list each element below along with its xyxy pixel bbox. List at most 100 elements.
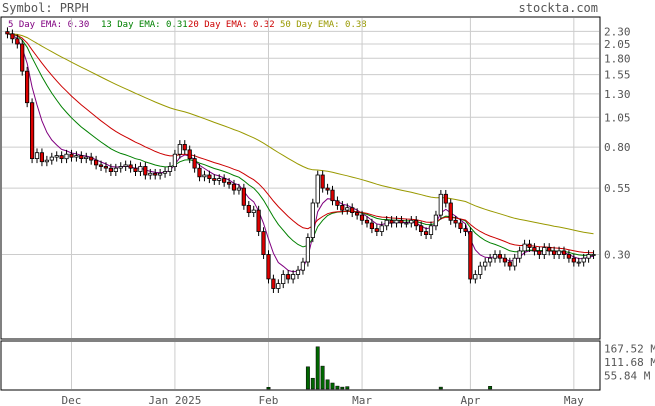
ema-lines bbox=[7, 33, 594, 273]
volume-bar bbox=[438, 386, 443, 390]
price-tick-label: 2.05 bbox=[604, 38, 631, 51]
volume-bar bbox=[345, 386, 350, 390]
candle-body bbox=[276, 283, 281, 289]
candle-body bbox=[197, 167, 202, 178]
candle-body bbox=[547, 247, 552, 252]
month-label: Mar bbox=[352, 394, 372, 406]
volume-tick-label: 111.68 M bbox=[604, 356, 655, 369]
candle-body bbox=[177, 143, 182, 155]
candle-body bbox=[409, 219, 414, 224]
candle-body bbox=[261, 231, 266, 256]
price-tick-label: 0.55 bbox=[604, 182, 631, 195]
candle-body bbox=[153, 172, 158, 176]
candle-body bbox=[221, 178, 227, 183]
candle-body bbox=[113, 167, 118, 172]
candle-body bbox=[202, 174, 207, 178]
volume-bar bbox=[330, 382, 335, 390]
candle-body bbox=[458, 222, 463, 229]
volume-bar bbox=[266, 387, 271, 390]
site-label[interactable]: stockta.com bbox=[519, 1, 598, 15]
candle-body bbox=[364, 219, 370, 224]
volume-bar bbox=[310, 377, 315, 390]
candle-body bbox=[133, 167, 138, 172]
month-label: Feb bbox=[259, 394, 279, 406]
candle-body bbox=[231, 183, 237, 191]
candle-body bbox=[581, 257, 586, 263]
candle-body bbox=[59, 155, 64, 160]
candle-body bbox=[74, 155, 79, 158]
price-tick-label: 1.05 bbox=[604, 111, 631, 124]
volume-bar bbox=[488, 386, 493, 390]
candle-body bbox=[418, 225, 424, 233]
candle-body bbox=[512, 257, 517, 267]
candle-body bbox=[89, 156, 94, 161]
ema-20-label: 20 Day EMA: 0.32 bbox=[188, 20, 275, 30]
candle-body bbox=[24, 70, 30, 104]
candle-body bbox=[448, 202, 453, 221]
candle-body bbox=[94, 159, 99, 166]
candle-body bbox=[340, 204, 345, 211]
candle-body bbox=[552, 250, 557, 255]
candle-body bbox=[246, 204, 251, 213]
candle-body bbox=[236, 187, 241, 191]
candle-body bbox=[492, 254, 498, 259]
volume-bar bbox=[325, 379, 330, 390]
candle-body bbox=[566, 254, 572, 259]
candle-body bbox=[172, 153, 177, 167]
candle-body bbox=[226, 181, 232, 185]
ema-50-label: 50 Day EMA: 0.38 bbox=[280, 20, 367, 30]
date-axis: Dec Jan 2025 Feb Mar Apr May bbox=[62, 394, 585, 406]
month-label: Dec bbox=[62, 394, 82, 406]
price-tick-label: 1.80 bbox=[604, 52, 631, 65]
candle-body bbox=[468, 231, 473, 280]
candle-body bbox=[192, 158, 197, 169]
candle-body bbox=[423, 231, 429, 236]
candle-body bbox=[212, 178, 217, 181]
candle-body bbox=[54, 155, 59, 158]
candle-body bbox=[187, 149, 192, 160]
candle-body bbox=[522, 243, 527, 252]
price-tick-label: 2.30 bbox=[604, 25, 631, 38]
candle-body bbox=[167, 166, 173, 172]
candle-body bbox=[350, 207, 355, 213]
candle-body bbox=[128, 164, 133, 169]
volume-tick-label: 55.84 M bbox=[604, 370, 651, 383]
candle-body bbox=[162, 171, 168, 174]
candle-body bbox=[453, 219, 458, 224]
candle-body bbox=[138, 166, 143, 172]
volume-bars bbox=[266, 346, 493, 390]
candle-body bbox=[389, 219, 394, 224]
candle-body bbox=[320, 174, 325, 189]
candle-body bbox=[182, 143, 187, 151]
symbol-label: Symbol: PRPH bbox=[2, 1, 89, 15]
candle-body bbox=[487, 257, 493, 263]
candle-body bbox=[532, 247, 537, 252]
candle-body bbox=[576, 261, 581, 264]
candle-body bbox=[69, 153, 74, 158]
volume-tick-label: 167.52 M bbox=[604, 343, 655, 356]
candle-body bbox=[295, 269, 301, 275]
candle-body bbox=[49, 156, 54, 161]
candle-body bbox=[15, 38, 20, 45]
candle-body bbox=[79, 155, 84, 160]
candle-body bbox=[157, 172, 163, 176]
candle-body bbox=[517, 250, 522, 259]
candle-body bbox=[315, 174, 320, 204]
candle-body bbox=[118, 166, 123, 169]
candle-body bbox=[433, 214, 439, 227]
month-label: Jan 2025 bbox=[148, 394, 201, 406]
ema-5-line bbox=[7, 33, 594, 273]
candle-body bbox=[143, 166, 148, 176]
candle-body bbox=[266, 254, 271, 280]
candle-body bbox=[369, 222, 375, 229]
candle-body bbox=[556, 250, 562, 255]
candle-body bbox=[286, 274, 291, 280]
candle-body bbox=[305, 237, 311, 263]
candle-body bbox=[483, 261, 488, 267]
candle-body bbox=[507, 261, 512, 267]
ema-50-line bbox=[7, 33, 594, 235]
price-axis: 2.302.051.80 1.55 1.30 1.05 0.80 0.55 0.30 bbox=[604, 25, 631, 261]
ema-20-line bbox=[7, 33, 594, 254]
candle-body bbox=[34, 152, 40, 159]
candle-body bbox=[123, 164, 128, 167]
